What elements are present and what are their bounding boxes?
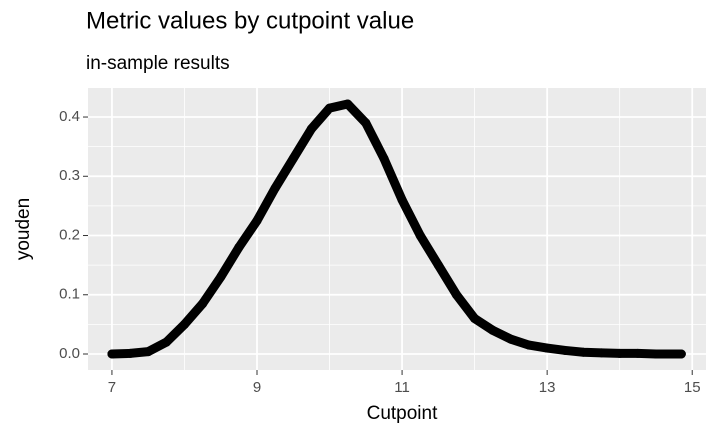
- data-point: [578, 347, 588, 357]
- data-point: [198, 299, 208, 309]
- y-tick-label: 0.1: [59, 286, 80, 303]
- data-point: [542, 343, 552, 353]
- x-axis-title: Cutpoint: [367, 403, 438, 424]
- data-point: [288, 154, 298, 163]
- data-point: [343, 99, 353, 109]
- chart-subtitle: in-sample results: [86, 53, 230, 74]
- data-point: [415, 231, 425, 241]
- data-point: [524, 340, 534, 350]
- data-point: [676, 349, 686, 359]
- grid: [88, 88, 706, 370]
- x-tick-label: 13: [539, 379, 556, 396]
- data-point: [470, 313, 480, 323]
- data-point: [125, 348, 135, 358]
- y-axis-title: youden: [13, 198, 34, 260]
- y-tick-label: 0.4: [59, 108, 80, 125]
- x-tick-label: 9: [253, 379, 261, 396]
- data-point: [651, 349, 661, 359]
- data-point: [216, 272, 226, 282]
- y-tick-label: 0.2: [59, 226, 80, 243]
- data-point: [597, 348, 607, 358]
- data-point: [325, 103, 335, 113]
- data-point: [397, 195, 407, 205]
- data-point: [506, 334, 516, 344]
- data-point: [270, 183, 280, 193]
- data-point: [234, 242, 244, 252]
- data-point: [433, 260, 443, 270]
- data-point: [161, 337, 171, 347]
- x-tick-label: 7: [108, 379, 116, 396]
- data-point: [252, 216, 262, 226]
- data-point: [179, 319, 189, 329]
- y-tick-label: 0.0: [59, 345, 80, 362]
- data-point: [615, 348, 625, 358]
- data-point: [379, 154, 389, 163]
- x-tick-label: 11: [394, 379, 410, 396]
- data-point: [488, 325, 498, 335]
- y-tick-label: 0.3: [59, 167, 80, 184]
- marks: [107, 99, 686, 359]
- data-point: [560, 345, 570, 355]
- data-point: [361, 118, 371, 128]
- data-point: [451, 290, 461, 300]
- chart-title: Metric values by cutpoint value: [86, 7, 414, 34]
- x-tick-label: 15: [684, 379, 701, 396]
- data-point: [633, 348, 643, 358]
- data-point: [143, 347, 153, 357]
- data-point: [306, 124, 316, 134]
- data-point: [107, 349, 117, 359]
